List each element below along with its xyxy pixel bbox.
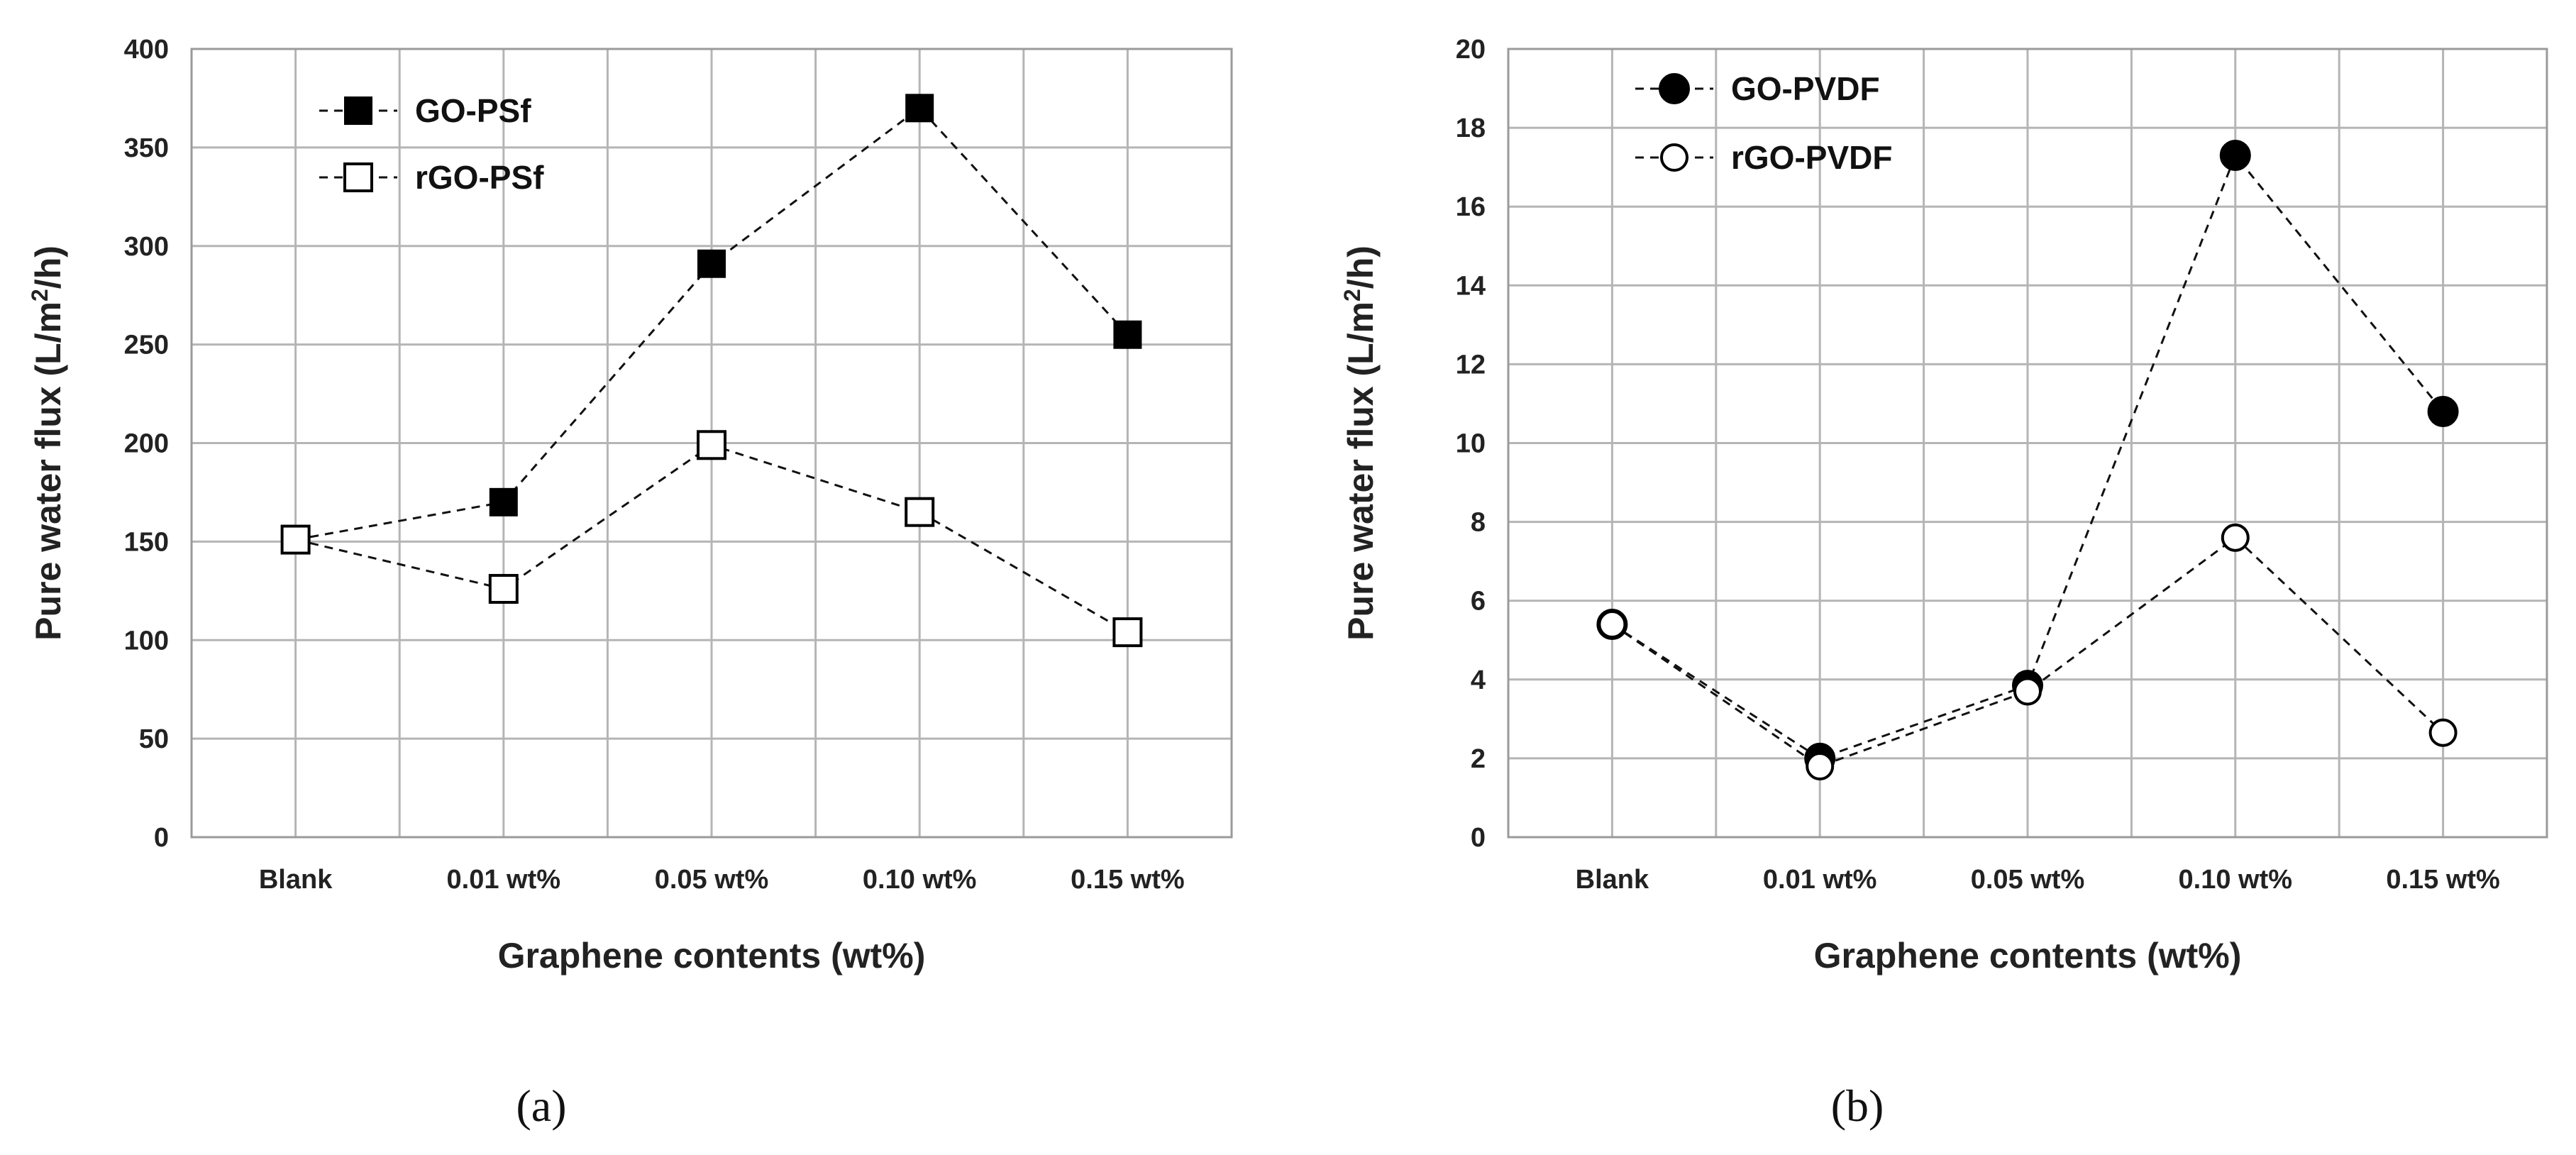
data-point-rGO-PSf xyxy=(905,497,935,527)
legend-marker xyxy=(1659,73,1690,104)
y-tick-label: 10 xyxy=(1456,429,1486,459)
y-axis-title: Pure water flux (L/m2/h) xyxy=(1339,245,1381,641)
legend-label: GO-PSf xyxy=(415,92,531,129)
y-tick-label: 12 xyxy=(1456,350,1486,380)
series-line-rGO-PVDF xyxy=(1611,536,2444,768)
y-tick-label: 50 xyxy=(139,724,169,754)
data-point-GO-PSf xyxy=(905,94,934,123)
y-tick-label: 16 xyxy=(1456,192,1486,222)
x-tick-label: 0.05 wt% xyxy=(1971,865,2085,895)
y-tick-label: 250 xyxy=(124,331,169,360)
chart-panel-b: 0 2 4 6 8 10 12 14 16 18 20 Blank 0.01 wt% 0.05 wt% 0.… xyxy=(1339,35,2548,1131)
x-axis-title: Graphene contents (wt%) xyxy=(498,936,926,976)
legend-marker xyxy=(343,162,373,192)
x-axis-title: Graphene contents (wt%) xyxy=(1814,936,2242,976)
y-tick-label: 150 xyxy=(124,527,169,557)
data-point-rGO-PSf xyxy=(280,524,311,555)
y-tick-label: 400 xyxy=(124,35,169,65)
data-point-rGO-PSf xyxy=(488,574,519,604)
y-axis-title-superscript: 2 xyxy=(1339,289,1365,302)
y-tick-label: 18 xyxy=(1456,114,1486,143)
legend-marker xyxy=(344,96,372,125)
data-point-rGO-PVDF xyxy=(2221,523,2250,552)
x-tick-label: Blank xyxy=(1576,865,1649,895)
y-tick-label: 6 xyxy=(1471,587,1486,617)
data-point-rGO-PSf xyxy=(697,430,726,460)
y-axis-title-superscript: 2 xyxy=(27,289,52,302)
data-point-GO-PVDF xyxy=(2427,396,2459,428)
legend-label: rGO-PVDF xyxy=(1731,139,1892,176)
legend-label: GO-PVDF xyxy=(1731,70,1880,107)
x-tick-label: 0.05 wt% xyxy=(655,865,769,895)
data-point-rGO-PVDF xyxy=(1598,610,1627,639)
y-tick-label: 0 xyxy=(1471,823,1486,853)
y-tick-label: 2 xyxy=(1471,744,1486,774)
y-tick-label: 20 xyxy=(1456,35,1486,65)
y-axis-title-text: /h) xyxy=(1341,245,1381,289)
y-axis-title-text: Pure water flux (L/m xyxy=(28,302,68,641)
x-tick-label: 0.15 wt% xyxy=(2386,865,2500,895)
data-point-rGO-PVDF xyxy=(2013,677,2042,706)
data-point-GO-PSf xyxy=(1113,320,1142,349)
data-point-rGO-PVDF xyxy=(2428,718,2458,747)
data-point-GO-PSf xyxy=(697,249,726,278)
y-axis-title-text: Pure water flux (L/m xyxy=(1341,302,1381,641)
legend-marker xyxy=(1660,143,1688,172)
y-axis-title: Pure water flux (L/m2/h) xyxy=(27,245,68,641)
x-tick-label: 0.10 wt% xyxy=(863,865,977,895)
y-tick-label: 100 xyxy=(124,626,169,656)
x-tick-label: 0.01 wt% xyxy=(1763,865,1877,895)
y-tick-label: 4 xyxy=(1471,665,1486,695)
y-tick-label: 0 xyxy=(154,823,169,853)
legend-label: rGO-PSf xyxy=(415,159,544,196)
panel-label-a: (a) xyxy=(516,1081,566,1131)
y-tick-label: 300 xyxy=(124,232,169,262)
data-point-GO-PSf xyxy=(489,487,518,516)
y-axis-title-text: /h) xyxy=(28,245,68,289)
x-tick-label: Blank xyxy=(259,865,333,895)
panel-label-b: (b) xyxy=(1831,1081,1884,1131)
data-point-rGO-PVDF xyxy=(1806,752,1835,781)
y-tick-label: 14 xyxy=(1456,271,1486,301)
y-tick-label: 8 xyxy=(1471,508,1486,538)
x-tick-label: 0.01 wt% xyxy=(447,865,561,895)
plot-frame xyxy=(1507,48,2548,839)
chart-panel-a: 0 50 100 150 200 250 300 350 400 Blank 0.01 wt% 0.0… xyxy=(27,35,1233,1131)
plot-frame xyxy=(190,48,1233,839)
x-tick-label: 0.10 wt% xyxy=(2179,865,2293,895)
data-point-GO-PVDF xyxy=(2219,139,2251,171)
data-point-rGO-PSf xyxy=(1112,617,1143,648)
y-tick-label: 200 xyxy=(124,429,169,459)
x-tick-label: 0.15 wt% xyxy=(1071,865,1185,895)
y-tick-label: 350 xyxy=(124,133,169,163)
